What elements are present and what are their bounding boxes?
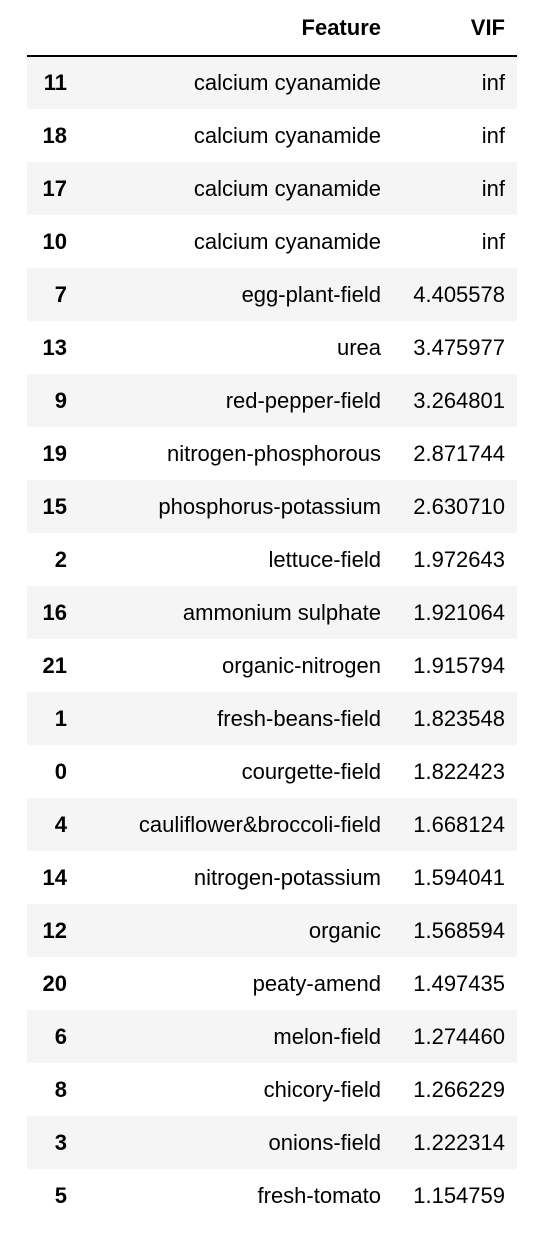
table-row: 2 lettuce-field 1.972643 (27, 533, 517, 586)
table-header: Feature VIF (27, 1, 517, 57)
feature-cell: urea (336, 334, 381, 360)
row-index: 1 (54, 705, 67, 731)
table-row: 16 ammonium sulphate 1.921064 (27, 586, 517, 639)
table-row: 3 onions-field 1.222314 (27, 1116, 517, 1169)
table-row: 0 courgette-field 1.822423 (27, 745, 517, 798)
vif-cell: 4.405578 (413, 281, 505, 307)
row-index: 0 (54, 758, 67, 784)
row-index: 5 (54, 1182, 67, 1208)
table-row: 7 egg-plant-field 4.405578 (27, 268, 517, 321)
row-index: 15 (42, 493, 67, 519)
feature-cell: fresh-beans-field (217, 705, 381, 731)
row-index: 19 (42, 440, 67, 466)
vif-cell: 1.266229 (413, 1076, 505, 1102)
row-index: 16 (42, 599, 67, 625)
table-row: 6 melon-field 1.274460 (27, 1010, 517, 1063)
feature-cell: peaty-amend (252, 970, 381, 996)
vif-cell: 1.915794 (413, 652, 505, 678)
row-index: 20 (42, 970, 67, 996)
table-row: 8 chicory-field 1.266229 (27, 1063, 517, 1116)
row-index: 8 (54, 1076, 67, 1102)
table-row: 11 calcium cyanamide inf (27, 56, 517, 109)
table-row: 4 cauliflower&broccoli-field 1.668124 (27, 798, 517, 851)
vif-cell: 1.154759 (413, 1182, 505, 1208)
table-row: 20 peaty-amend 1.497435 (27, 957, 517, 1010)
feature-cell: cauliflower&broccoli-field (138, 811, 381, 837)
row-index: 6 (54, 1023, 67, 1049)
feature-cell: melon-field (273, 1023, 381, 1049)
index-header (27, 1, 79, 57)
feature-cell: egg-plant-field (241, 281, 381, 307)
row-index: 14 (42, 864, 67, 890)
feature-cell: onions-field (268, 1129, 381, 1155)
row-index: 11 (43, 70, 67, 95)
vif-cell: 2.630710 (413, 493, 505, 519)
table-row: 15 phosphorus-potassium 2.630710 (27, 480, 517, 533)
feature-cell: calcium cyanamide (193, 70, 381, 95)
feature-cell: organic-nitrogen (222, 652, 381, 678)
feature-cell: red-pepper-field (225, 387, 381, 413)
row-index: 10 (42, 228, 67, 254)
vif-cell: 1.222314 (413, 1129, 505, 1155)
vif-table: Feature VIF 11 calcium cyanamide inf 18 calc… (27, 1, 517, 1222)
feature-cell: ammonium sulphate (182, 599, 381, 625)
feature-header: Feature (79, 1, 393, 57)
vif-cell: 1.972643 (413, 546, 505, 572)
feature-cell: calcium cyanamide (193, 175, 381, 201)
table-row: 9 red-pepper-field 3.264801 (27, 374, 517, 427)
table-row: 18 calcium cyanamide inf (27, 109, 517, 162)
feature-cell: organic (308, 917, 381, 943)
feature-cell: chicory-field (263, 1076, 381, 1102)
vif-cell: inf (481, 228, 505, 254)
feature-cell: calcium cyanamide (193, 228, 381, 254)
vif-cell: 1.921064 (413, 599, 505, 625)
vif-cell: 1.594041 (413, 864, 505, 890)
row-index: 12 (42, 917, 67, 943)
feature-cell: fresh-tomato (257, 1182, 382, 1208)
table-row: 17 calcium cyanamide inf (27, 162, 517, 215)
vif-cell: 1.568594 (413, 917, 505, 943)
vif-cell: inf (481, 175, 505, 201)
vif-cell: 2.871744 (413, 440, 505, 466)
table-row: 13 urea 3.475977 (27, 321, 517, 374)
row-index: 18 (42, 122, 67, 148)
row-index: 3 (54, 1129, 67, 1155)
vif-cell: 1.274460 (413, 1023, 505, 1049)
table-row: 21 organic-nitrogen 1.915794 (27, 639, 517, 692)
vif-cell: inf (481, 122, 505, 148)
feature-cell: phosphorus-potassium (158, 493, 381, 519)
table-row: 10 calcium cyanamide inf (27, 215, 517, 268)
row-index: 4 (54, 811, 67, 837)
feature-cell: courgette-field (241, 758, 381, 784)
vif-cell: 1.822423 (413, 758, 505, 784)
table-row: 14 nitrogen-potassium 1.594041 (27, 851, 517, 904)
row-index: 9 (54, 387, 67, 413)
row-index: 2 (54, 546, 67, 572)
row-index: 21 (42, 652, 67, 678)
vif-cell: 1.497435 (413, 970, 505, 996)
vif-cell: inf (481, 70, 505, 95)
feature-cell: nitrogen-phosphorous (166, 440, 381, 466)
row-index: 17 (42, 175, 67, 201)
vif-header: VIF (393, 1, 517, 57)
row-index: 7 (54, 281, 67, 307)
vif-cell: 3.475977 (413, 334, 505, 360)
table-row: 12 organic 1.568594 (27, 904, 517, 957)
table-row: 5 fresh-tomato 1.154759 (27, 1169, 517, 1222)
vif-cell: 3.264801 (413, 387, 505, 413)
row-index: 13 (42, 334, 67, 360)
table-row: 19 nitrogen-phosphorous 2.871744 (27, 427, 517, 480)
feature-cell: lettuce-field (268, 546, 381, 572)
vif-cell: 1.823548 (413, 705, 505, 731)
feature-cell: calcium cyanamide (193, 122, 381, 148)
feature-cell: nitrogen-potassium (193, 864, 381, 890)
vif-cell: 1.668124 (413, 811, 505, 837)
header-row: Feature VIF (27, 1, 517, 57)
table-body: 11 calcium cyanamide inf 18 calcium cyanamid… (27, 56, 517, 1222)
table-row: 1 fresh-beans-field 1.823548 (27, 692, 517, 745)
